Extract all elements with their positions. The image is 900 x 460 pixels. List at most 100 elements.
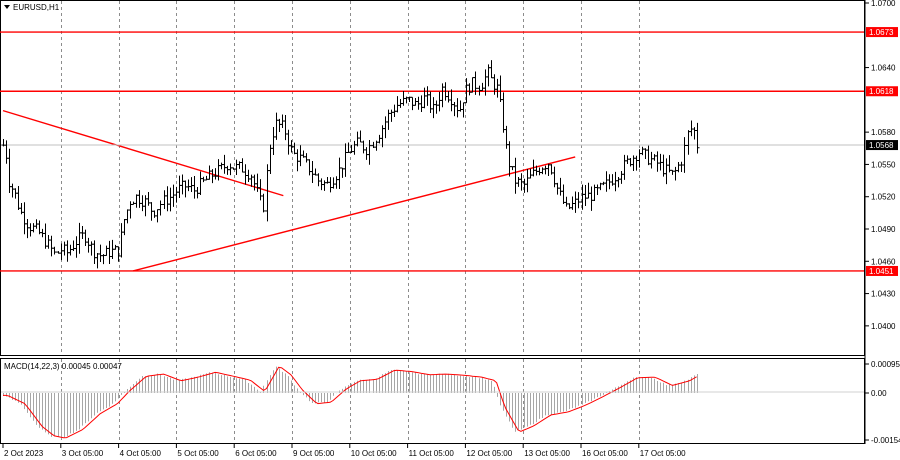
candle-bar — [673, 166, 678, 181]
candle-bar — [146, 191, 151, 206]
candle-bar — [573, 191, 578, 213]
candle-bar — [419, 95, 424, 113]
candle-bar — [228, 163, 233, 176]
candle-bar — [649, 151, 654, 169]
triangle-down-icon[interactable] — [4, 5, 10, 9]
candle-bar — [68, 244, 73, 256]
candle-bar — [10, 183, 15, 198]
symbol-title: EURUSD,H1 — [13, 3, 60, 12]
candle-bar — [655, 151, 660, 172]
candle-bar — [252, 174, 257, 191]
candle-bar — [676, 161, 681, 173]
candle-bar — [416, 96, 421, 110]
current-price-label: 1.0568 — [869, 141, 894, 150]
candle-bar — [355, 131, 360, 147]
time-tick-label: 6 Oct 05:00 — [235, 449, 277, 458]
time-tick-label: 5 Oct 05:00 — [177, 449, 219, 458]
candle-bar — [522, 178, 527, 193]
candle-bar — [177, 175, 182, 199]
candle-bar — [16, 185, 21, 210]
candle-bar — [692, 127, 697, 140]
candle-bar — [322, 180, 327, 191]
candle-bar — [261, 193, 266, 213]
candle-bar — [183, 180, 188, 198]
price-tick-label: 1.0460 — [871, 257, 896, 266]
candle-bar — [255, 173, 260, 192]
time-tick-label: 2 Oct 2023 — [4, 449, 44, 458]
candle-bar — [22, 202, 27, 235]
candle-bar — [640, 146, 645, 156]
price-tick-label: 1.0550 — [871, 160, 896, 169]
candle-bar — [480, 82, 485, 91]
candle-bar — [431, 97, 436, 119]
candle-bar — [631, 155, 636, 171]
candle-bar — [555, 182, 560, 195]
candle-bar — [304, 153, 309, 163]
time-tick-label: 11 Oct 05:00 — [409, 449, 455, 458]
candle-bar — [98, 244, 103, 262]
candle-bar — [386, 109, 391, 130]
candle-bar — [4, 140, 9, 164]
candle-bar — [498, 75, 503, 103]
symbol-menu[interactable]: EURUSD,H1 — [4, 3, 60, 12]
candle-bar — [586, 182, 591, 199]
candle-bar — [310, 161, 315, 184]
candle-bar — [195, 186, 200, 199]
candle-bar — [316, 173, 321, 187]
candle-bar — [634, 155, 639, 171]
macd-axis: 0.00095 0.00 -0.00154 — [865, 360, 900, 445]
candle-bar — [292, 142, 297, 155]
time-tick-label: 13 Oct 05:00 — [524, 449, 570, 458]
trendline[interactable] — [132, 156, 576, 272]
candle-bar — [165, 186, 170, 212]
candle-bar — [525, 169, 530, 193]
candle-bar — [128, 201, 133, 219]
candle-bar — [395, 96, 400, 113]
price-axis: 1.0700 1.0640 1.0580 1.0550 1.0520 1.0490 1.04… — [865, 0, 898, 331]
candle-bar — [695, 122, 700, 154]
candle-bar — [119, 223, 124, 258]
candle-bar — [43, 223, 48, 249]
candle-bar — [340, 167, 345, 178]
candle-bar — [622, 154, 627, 180]
candle-bar — [140, 195, 145, 212]
candle-bar — [540, 167, 545, 175]
candle-bar — [364, 147, 369, 160]
candle-bar — [171, 184, 176, 207]
candle-bar — [134, 194, 139, 208]
level-price-label: 1.0618 — [869, 87, 894, 96]
candle-bar — [234, 159, 239, 176]
candle-bar — [543, 165, 548, 175]
candle-bar — [495, 78, 500, 98]
candle-bar — [361, 140, 366, 154]
trendline[interactable] — [2, 109, 284, 197]
candle-bar — [583, 184, 588, 206]
candle-bar — [425, 86, 430, 106]
candle-bar — [158, 200, 163, 216]
price-tick-label: 1.0520 — [871, 193, 896, 202]
level-price-tag — [866, 86, 898, 97]
candle-bar — [346, 142, 351, 154]
price-tick-label: 1.0400 — [871, 322, 896, 331]
candle-bar — [449, 89, 454, 112]
candle-bar — [222, 154, 227, 174]
candle-bar — [152, 210, 157, 218]
candle-bar — [104, 245, 109, 256]
candle-bar — [637, 149, 642, 168]
candle-bar — [686, 130, 691, 155]
candle-bar — [65, 240, 70, 262]
candle-bar — [452, 101, 457, 117]
candle-bar — [213, 168, 218, 180]
candle-bar — [377, 134, 382, 144]
time-grid — [61, 1, 640, 443]
candle-bar — [337, 157, 342, 190]
candle-bar — [558, 177, 563, 196]
main-chart-frame — [0, 0, 865, 356]
candle-bar — [428, 91, 433, 113]
candle-bar — [198, 171, 203, 196]
candle-bar — [89, 241, 94, 256]
candle-bar — [561, 184, 566, 204]
candle-bar — [274, 112, 279, 140]
candle-bar — [25, 219, 30, 239]
